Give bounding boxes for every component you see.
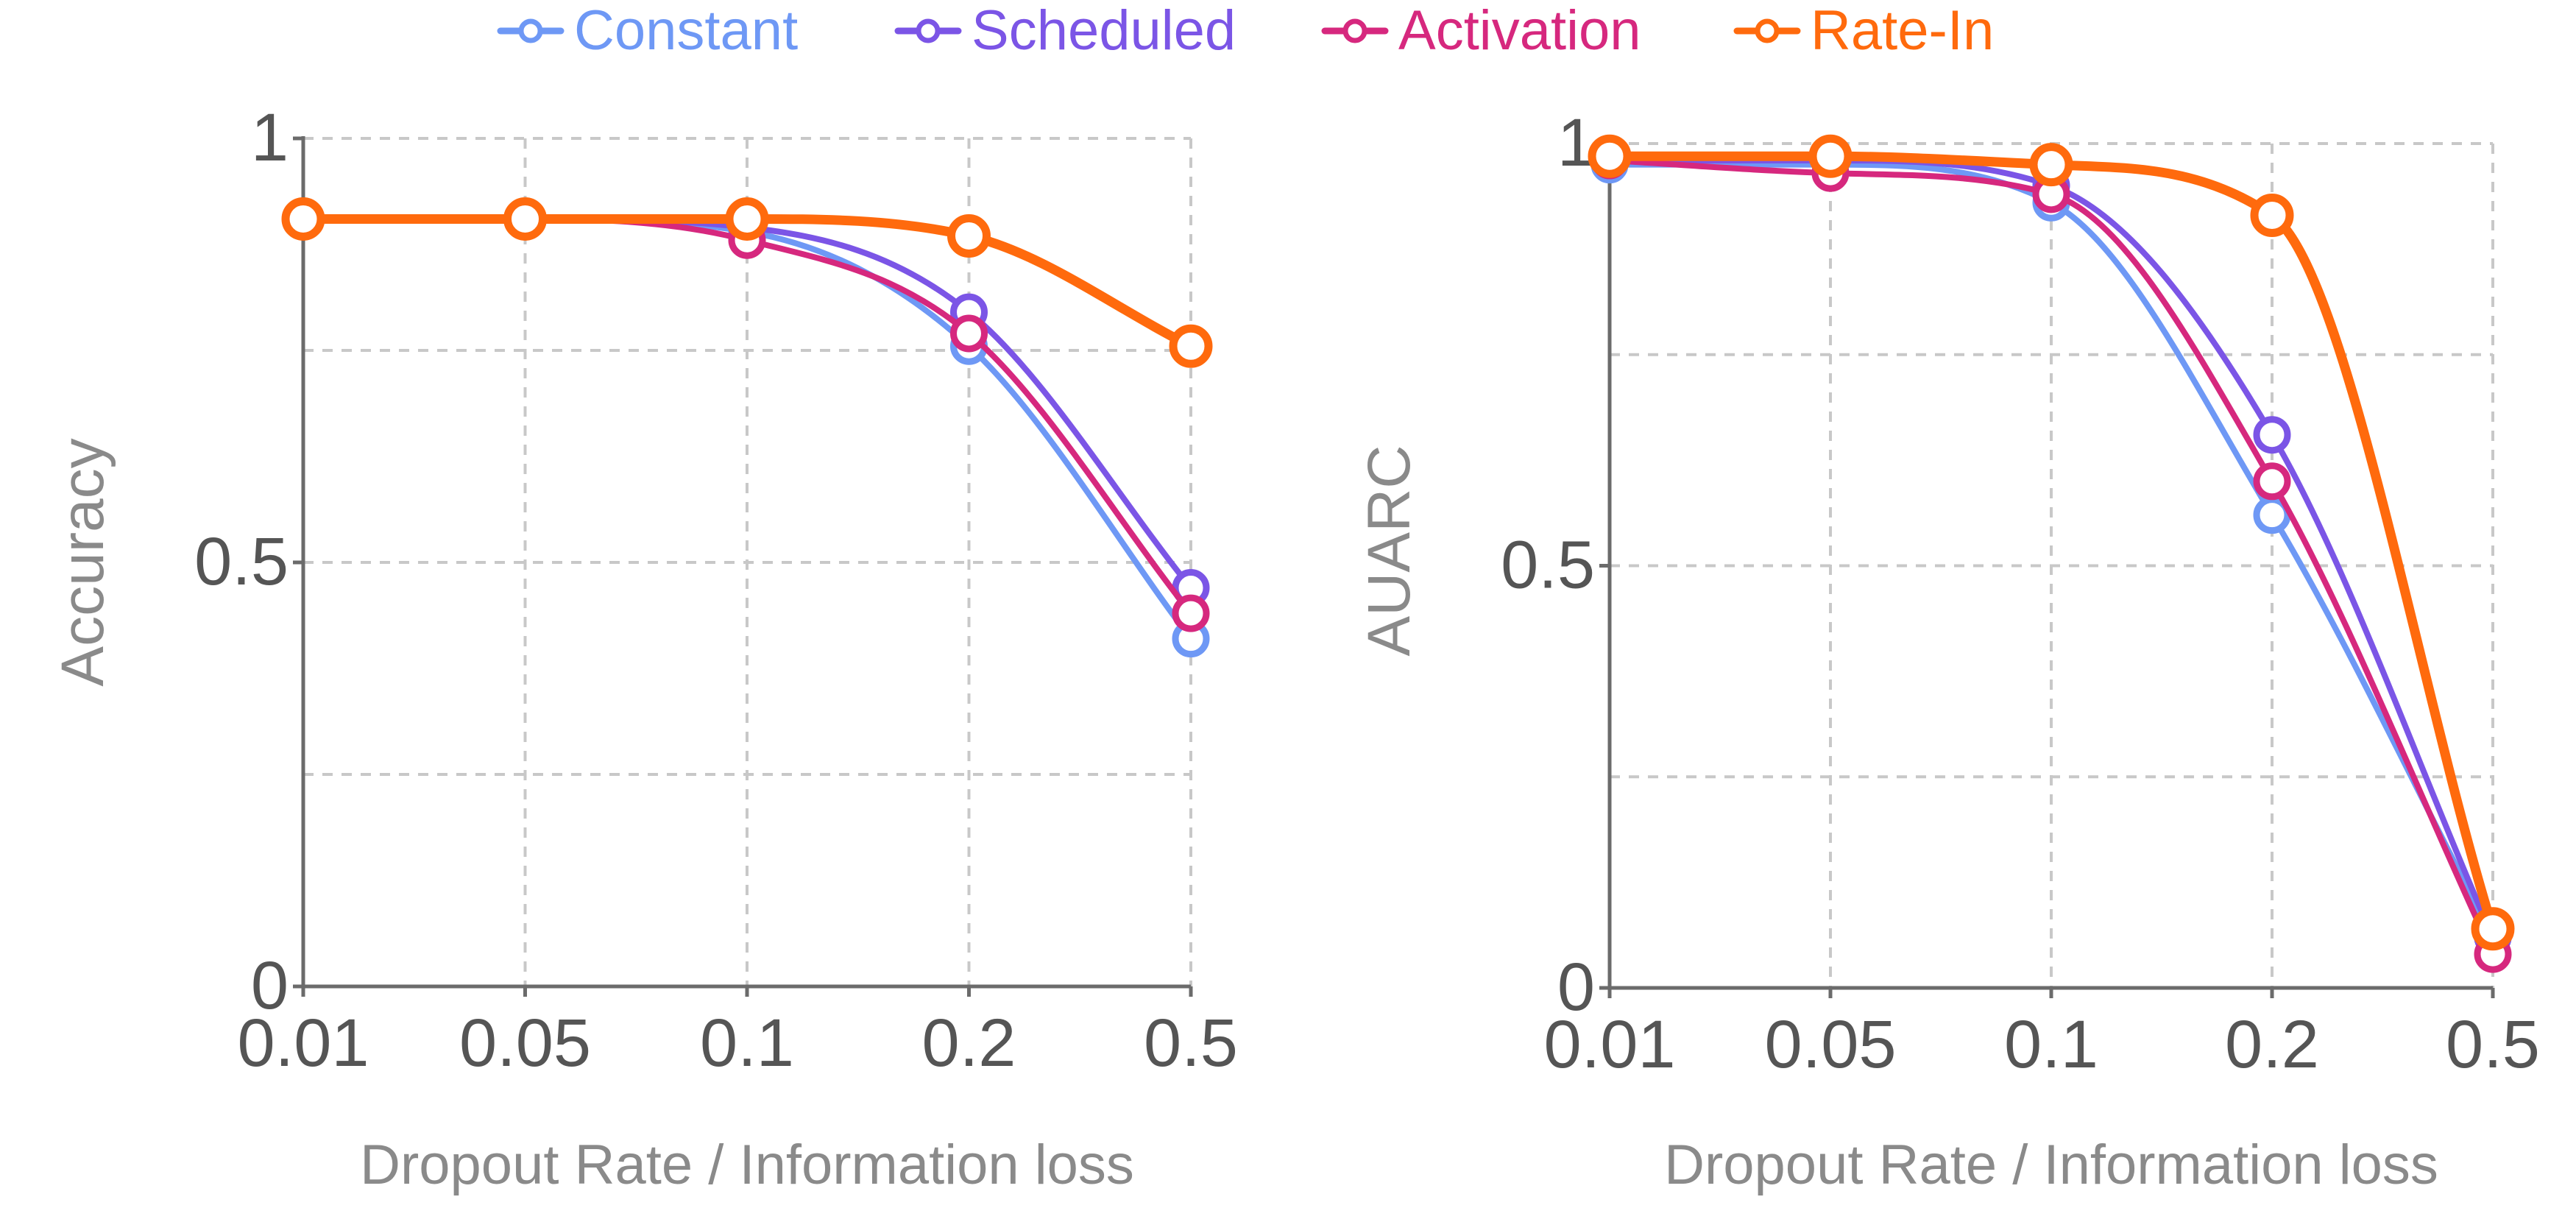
legend-swatch-marker — [1342, 18, 1367, 43]
data-point-rate-in-0-1 — [725, 197, 769, 241]
legend-label: Scheduled — [972, 0, 1236, 62]
axes: 0 0.5 1 0.01 0.05 0.1 0.2 0.5 — [194, 100, 1238, 1081]
legend: Constant Scheduled Activation Rate-In — [497, 0, 1994, 62]
y-tick-label: 1 — [1557, 105, 1595, 180]
data-point-rate-in-0-05 — [503, 197, 547, 241]
x-tick-label: 0.01 — [237, 1006, 369, 1081]
x-tick-label: 0.2 — [922, 1006, 1016, 1081]
data-point-activation-0-2 — [950, 314, 988, 353]
data-point-activation-0-2 — [2253, 462, 2291, 501]
y-tick-label: 0.5 — [1501, 528, 1595, 603]
legend-item-activation: Activation — [1321, 0, 1641, 62]
data-point-scheduled-0-2 — [2253, 416, 2291, 454]
gridlines — [303, 137, 1192, 986]
x-tick-label: 0.5 — [1144, 1006, 1238, 1081]
x-tick-label: 0.05 — [1764, 1007, 1896, 1082]
legend-label: Constant — [574, 0, 798, 62]
y-tick-label: 1 — [251, 100, 289, 175]
y-axis-label: AUARC — [1356, 445, 1423, 656]
x-axis-label: Dropout Rate / Information loss — [360, 1134, 1134, 1196]
x-axis-label: Dropout Rate / Information loss — [1664, 1134, 2438, 1196]
x-tick-label: 0.1 — [700, 1006, 794, 1081]
axes: 0 0.5 1 0.01 0.05 0.1 0.2 0.5 — [1501, 105, 2540, 1082]
series-line-rate-in — [1604, 151, 2498, 934]
y-tick-label: 0 — [251, 948, 289, 1023]
data-point-activation-0-5 — [1172, 594, 1210, 632]
legend-swatch-marker — [1755, 18, 1780, 43]
x-tick-label: 0.05 — [459, 1006, 591, 1081]
x-tick-label: 0.01 — [1543, 1007, 1675, 1082]
legend-item-constant: Constant — [497, 0, 798, 62]
legend-swatch-marker — [518, 18, 543, 43]
gridlines — [1610, 142, 2494, 988]
data-point-rate-in-0-5 — [2471, 907, 2515, 951]
legend-swatch-marker — [916, 18, 941, 43]
legend-label: Activation — [1398, 0, 1641, 62]
y-tick-label: 0 — [1557, 950, 1595, 1025]
data-point-rate-in-0-1 — [2029, 143, 2073, 187]
series-line-constant — [1607, 161, 2496, 941]
x-tick-label: 0.1 — [2004, 1007, 2098, 1082]
data-point-rate-in-0-2 — [947, 213, 991, 258]
data-point-rate-in-0-01 — [1588, 134, 1632, 178]
series-rate-in — [281, 197, 1213, 368]
data-point-rate-in-0-01 — [281, 197, 325, 241]
legend-item-scheduled: Scheduled — [894, 0, 1236, 62]
legend-item-rate-in: Rate-In — [1733, 0, 1994, 62]
y-tick-label: 0.5 — [194, 524, 289, 599]
series-line-activation — [1607, 157, 2496, 958]
series-rate-in — [1588, 134, 2515, 951]
data-point-rate-in-0-2 — [2250, 193, 2294, 237]
x-tick-label: 0.2 — [2225, 1007, 2319, 1082]
x-tick-label: 0.5 — [2446, 1007, 2540, 1082]
legend-label: Rate-In — [1811, 0, 1994, 62]
data-point-rate-in-0-05 — [1808, 134, 1853, 178]
y-axis-label: Accuracy — [49, 438, 116, 686]
data-point-rate-in-0-5 — [1169, 324, 1213, 368]
